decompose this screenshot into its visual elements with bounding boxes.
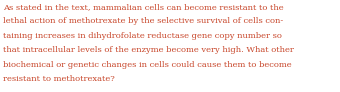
Text: that intracellular levels of the enzyme become very high. What other: that intracellular levels of the enzyme … — [3, 46, 294, 54]
Text: As stated in the text, mammalian cells can become resistant to the: As stated in the text, mammalian cells c… — [3, 3, 283, 11]
Text: lethal action of methotrexate by the selective survival of cells con-: lethal action of methotrexate by the sel… — [3, 17, 283, 25]
Text: taining increases in dihydrofolate reductase gene copy number so: taining increases in dihydrofolate reduc… — [3, 32, 282, 40]
Text: biochemical or genetic changes in cells could cause them to become: biochemical or genetic changes in cells … — [3, 61, 291, 69]
Text: resistant to methotrexate?: resistant to methotrexate? — [3, 75, 115, 83]
